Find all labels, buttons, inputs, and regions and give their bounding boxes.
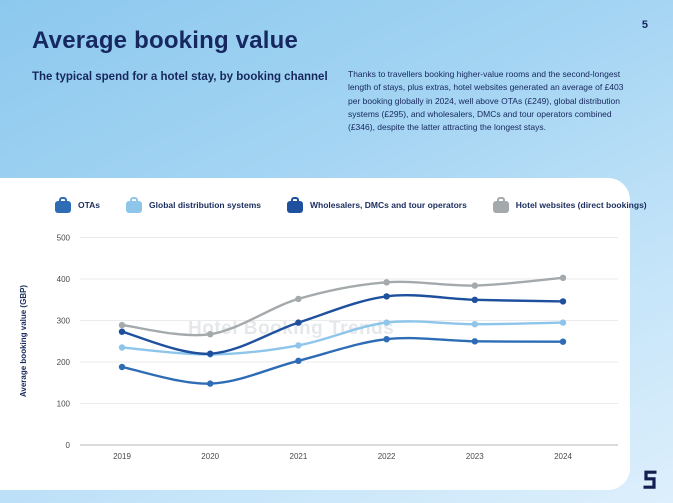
legend-label: Hotel websites (direct bookings) xyxy=(515,200,647,210)
legend-item: Hotel websites (direct bookings) xyxy=(492,197,647,213)
chart: 0 100 200 300 400 500 2019 2020 2021 2022 2023 2024… xyxy=(19,234,618,461)
suitcase-icon xyxy=(286,197,303,213)
legend-item: Wholesalers, DMCs and tour operators xyxy=(286,197,467,213)
svg-text:2022: 2022 xyxy=(378,452,396,461)
legend-item: OTAs xyxy=(55,197,100,213)
page-number: 5 xyxy=(641,19,648,31)
brand-logo-icon xyxy=(643,470,657,489)
svg-text:2019: 2019 xyxy=(113,452,131,461)
suitcase-icon xyxy=(55,197,71,213)
suitcase-icon xyxy=(492,197,509,213)
legend-label: Global distribution systems xyxy=(149,200,261,210)
svg-text:0: 0 xyxy=(66,441,71,450)
svg-text:200: 200 xyxy=(57,358,71,367)
chart-legend: OTAs Global distribution systems Wholesale… xyxy=(55,197,647,213)
svg-text:2024: 2024 xyxy=(554,452,572,461)
svg-text:2023: 2023 xyxy=(466,452,484,461)
svg-text:2020: 2020 xyxy=(201,452,219,461)
svg-text:Average booking value (GBP): Average booking value (GBP) xyxy=(19,285,28,398)
svg-text:2021: 2021 xyxy=(290,452,308,461)
svg-text:500: 500 xyxy=(57,234,71,243)
chart-card: OTAs Global distribution systems Wholesale… xyxy=(0,178,647,490)
svg-text:400: 400 xyxy=(57,275,71,284)
suitcase-icon xyxy=(126,197,143,213)
intro-paragraph: Thanks to travellers booking higher-valu… xyxy=(348,69,624,132)
svg-text:300: 300 xyxy=(57,317,71,326)
legend-label: Wholesalers, DMCs and tour operators xyxy=(309,200,467,210)
page-title: Average booking value xyxy=(32,27,299,54)
legend-item: Global distribution systems xyxy=(126,197,261,213)
svg-text:100: 100 xyxy=(57,400,71,409)
legend-label: OTAs xyxy=(78,200,101,210)
page-subtitle: The typical spend for a hotel stay, by b… xyxy=(32,71,328,83)
